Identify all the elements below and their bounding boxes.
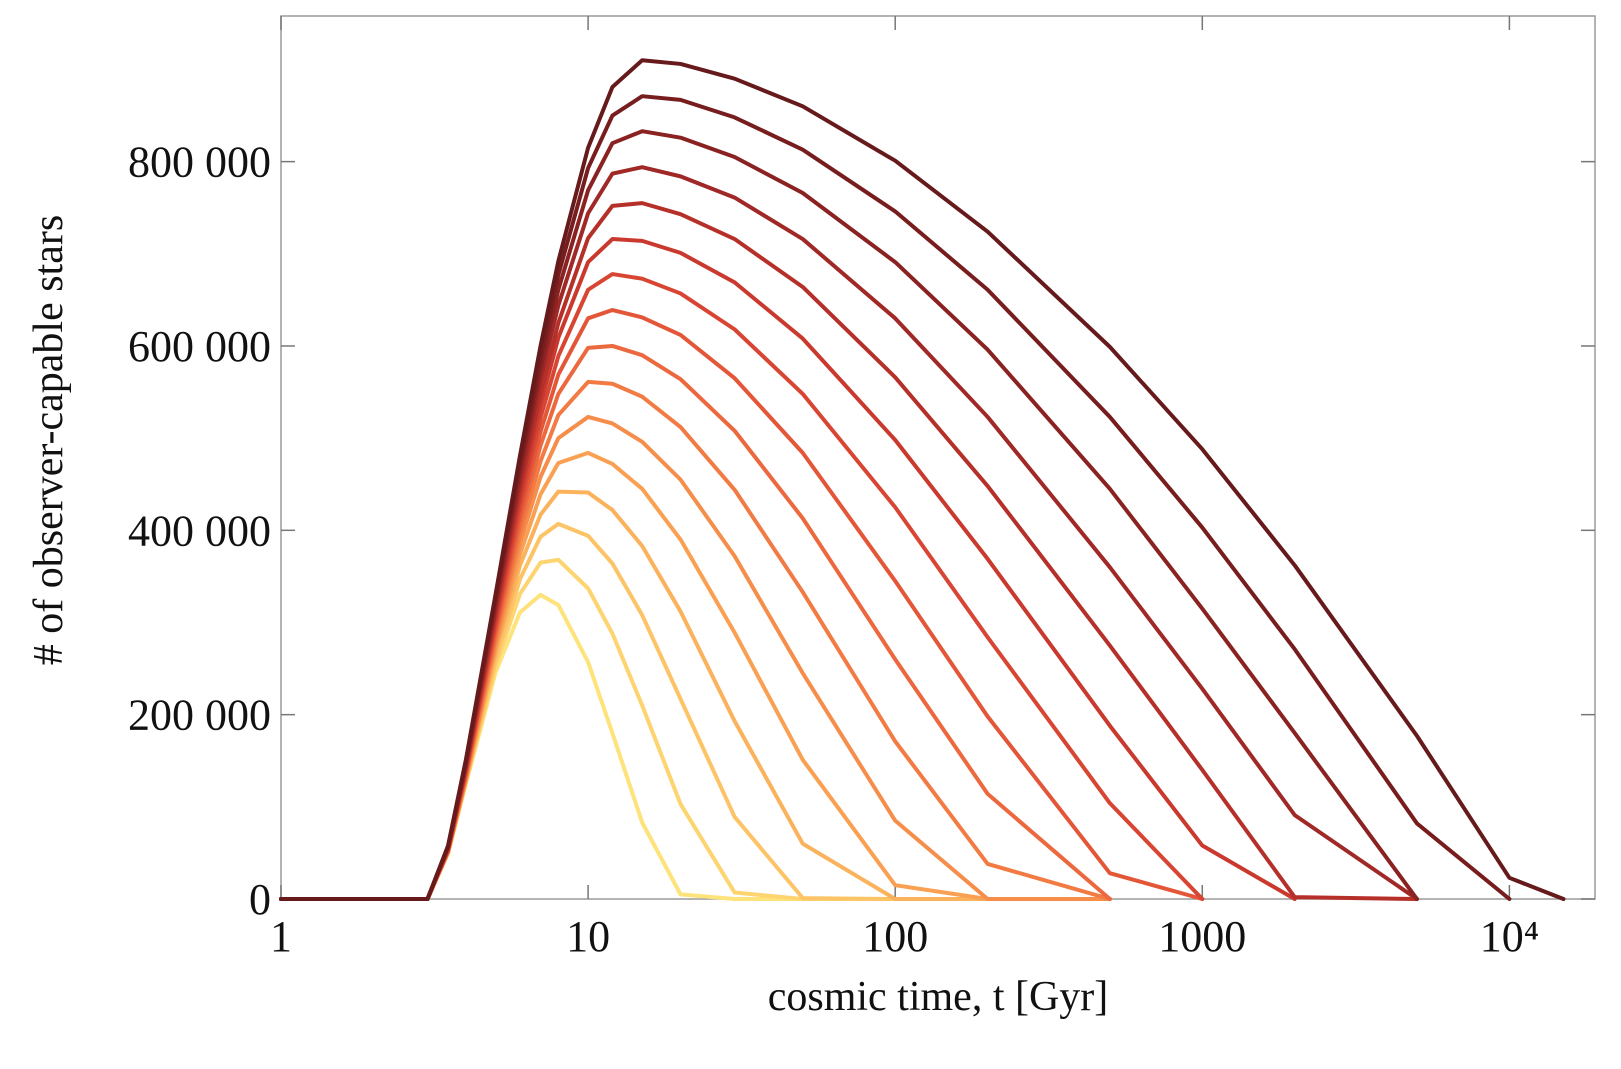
x-axis-label: cosmic time, t [Gyr]	[768, 974, 1109, 1020]
plot-frame	[280, 15, 1596, 900]
y-tick-label: 800 000	[128, 138, 271, 187]
y-tick-label: 400 000	[128, 506, 271, 555]
series-line	[279, 58, 1566, 901]
x-tick-label: 100	[862, 912, 928, 961]
series-line	[279, 308, 1205, 901]
x-tick-label: 10⁴	[1480, 912, 1539, 961]
series-line	[279, 201, 1419, 901]
series-line	[279, 343, 1112, 901]
series-line	[279, 489, 1112, 901]
y-tick-label: 200 000	[128, 691, 271, 740]
x-tick-label: 1000	[1158, 912, 1246, 961]
series-line	[279, 165, 1419, 901]
y-tick-label: 0	[249, 875, 271, 924]
x-tick-label: 1	[270, 912, 292, 961]
x-tick-label: 10	[566, 912, 610, 961]
y-tick-label: 600 000	[128, 322, 271, 371]
y-axis-label: # of observer-capable stars	[26, 215, 72, 665]
